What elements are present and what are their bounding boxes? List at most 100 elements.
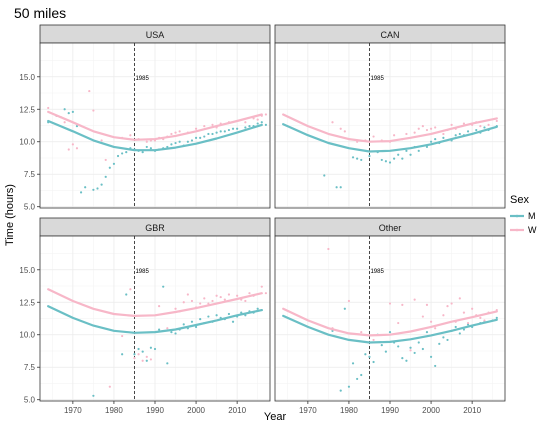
point-can-w (425, 128, 429, 132)
point-gbr-w (199, 302, 202, 305)
point-other-m (417, 341, 420, 344)
panel-gbr: GBR 1985 5.0 7.5 10.0 12.5 15.0 1970 1980 1990 200… (19, 217, 271, 415)
point-other-m (462, 328, 466, 331)
point-other-m (397, 345, 400, 348)
point-usa-m (264, 123, 267, 126)
point-usa-m (256, 122, 259, 125)
point-can-m (323, 174, 326, 177)
point-gbr-m (145, 359, 148, 362)
point-gbr-w (219, 295, 222, 299)
point-other-m (380, 344, 383, 347)
point-can-w (429, 127, 433, 130)
point-other-m (368, 355, 371, 358)
point-can-m (393, 157, 396, 160)
point-usa-w (264, 113, 267, 116)
point-can-w (495, 119, 498, 123)
curve-can-w (282, 113, 498, 143)
point-other-m (401, 357, 404, 360)
panel-border-can (274, 42, 506, 209)
point-usa-m (92, 188, 95, 191)
point-can-m (442, 136, 445, 139)
y-tick-label: 15.0 (19, 73, 35, 82)
point-usa-w (75, 147, 79, 150)
point-gbr-m (190, 320, 194, 323)
point-other-m (405, 359, 408, 362)
point-usa-m (174, 141, 177, 145)
point-can-m (454, 134, 457, 137)
point-gbr-m (125, 293, 128, 296)
point-usa-m (227, 128, 231, 132)
point-usa-w (71, 143, 74, 146)
point-usa-w (129, 134, 132, 137)
point-usa-m (63, 108, 66, 111)
y-tick-label: 7.5 (24, 363, 36, 372)
point-usa-w (47, 106, 50, 110)
point-gbr-m (215, 314, 218, 317)
point-other-w (409, 349, 412, 352)
point-can-w (405, 132, 408, 136)
point-can-m (360, 158, 363, 162)
point-gbr-w (182, 301, 185, 304)
point-usa-m (108, 166, 111, 169)
point-usa-w (244, 121, 247, 124)
vline-label-other: 1985 (370, 269, 384, 275)
panel-border-usa (39, 42, 271, 209)
point-other-w (388, 302, 392, 305)
point-can-m (335, 186, 338, 189)
strip-label-other: Other (379, 223, 402, 233)
point-other-w (327, 247, 330, 251)
point-other-m (356, 377, 359, 381)
y-axis-label: Time (hours) (4, 184, 16, 246)
x-tick-label: 2000 (422, 406, 440, 415)
point-can-w (372, 135, 375, 138)
x-tick-label: 1970 (299, 406, 317, 415)
point-usa-m (121, 152, 124, 155)
point-can-m (368, 154, 371, 158)
vline-label-usa: 1985 (135, 76, 149, 82)
point-can-m (405, 149, 408, 152)
x-tick-label: 1970 (64, 406, 82, 415)
point-gbr-w (145, 355, 148, 358)
x-tick-label: 1990 (146, 406, 164, 415)
x-tick-label: 1980 (340, 406, 358, 415)
point-gbr-m (194, 325, 198, 329)
y-tick-label: 5.0 (24, 203, 36, 212)
point-usa-m (236, 127, 239, 130)
point-can-m (434, 138, 437, 141)
point-gbr-w (260, 285, 263, 288)
point-other-m (442, 336, 445, 339)
point-usa-m (125, 151, 128, 154)
point-other-w (458, 297, 461, 300)
point-usa-m (190, 139, 194, 142)
point-usa-m (104, 175, 107, 178)
point-usa-m (248, 125, 251, 128)
legend: Sex MW (510, 194, 537, 235)
point-other-m (434, 364, 437, 368)
curve-usa-w (47, 110, 263, 141)
point-other-m (347, 385, 351, 388)
point-other-m (438, 342, 441, 345)
point-other-m (429, 355, 433, 358)
point-usa-m (67, 112, 70, 115)
point-gbr-m (174, 332, 177, 335)
point-usa-m (71, 110, 74, 113)
point-other-m (343, 307, 346, 310)
point-other-m (339, 389, 342, 392)
point-usa-m (207, 132, 210, 136)
point-gbr-w (133, 357, 136, 360)
point-usa-w (211, 123, 214, 126)
point-usa-m (79, 191, 83, 194)
point-gbr-w (215, 294, 218, 297)
point-can-m (409, 153, 412, 156)
x-tick-label: 1990 (381, 406, 399, 415)
point-other-m (388, 331, 392, 334)
y-tick-label: 7.5 (24, 170, 36, 179)
point-gbr-w (108, 385, 111, 388)
x-tick-label: 2000 (187, 406, 205, 415)
y-tick-label: 5.0 (24, 396, 36, 405)
point-other-m (351, 362, 355, 365)
point-usa-m (260, 121, 263, 124)
point-usa-m (96, 187, 99, 190)
point-can-m (351, 156, 355, 159)
point-can-w (434, 126, 437, 129)
